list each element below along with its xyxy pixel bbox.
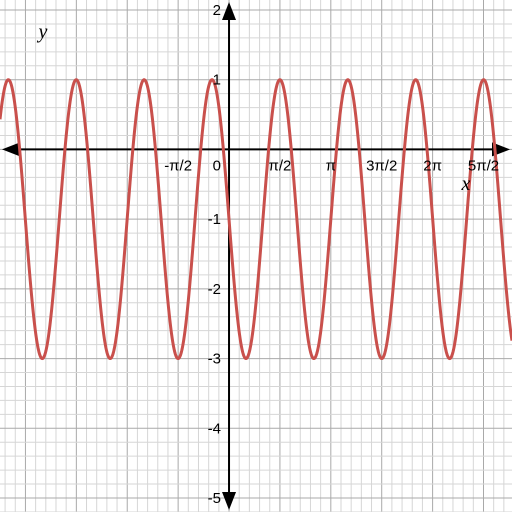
y-tick-label: 1: [213, 72, 221, 89]
origin-label: 0: [213, 157, 221, 174]
x-tick-label: -π/2: [164, 157, 192, 174]
x-axis-arrow-left: [2, 142, 20, 157]
y-axis-arrow-up: [222, 2, 237, 20]
x-tick-label: 2π: [423, 157, 442, 174]
x-tick-label: π: [326, 157, 336, 174]
y-axis-arrow-down: [222, 492, 237, 510]
x-axis-label: x: [461, 173, 471, 195]
y-tick-label: -4: [208, 420, 221, 437]
y-tick-label: -5: [208, 490, 221, 507]
y-axis-label: y: [37, 21, 48, 43]
tick-labels: -π/2 π/2 π 3π/2 2π 5π/2 2 1 -1 -2 -3 -4 -5 0 x y: [37, 2, 500, 507]
y-tick-label: -1: [208, 211, 221, 228]
x-tick-label: 3π/2: [366, 157, 397, 174]
y-tick-label: -3: [208, 351, 221, 368]
y-tick-label: -2: [208, 281, 221, 298]
y-tick-label: 2: [213, 2, 221, 19]
curve-layer: [0, 78, 512, 361]
x-tick-label: π/2: [268, 157, 291, 174]
series-curve: [0, 78, 512, 361]
x-tick-label: 5π/2: [468, 157, 499, 174]
